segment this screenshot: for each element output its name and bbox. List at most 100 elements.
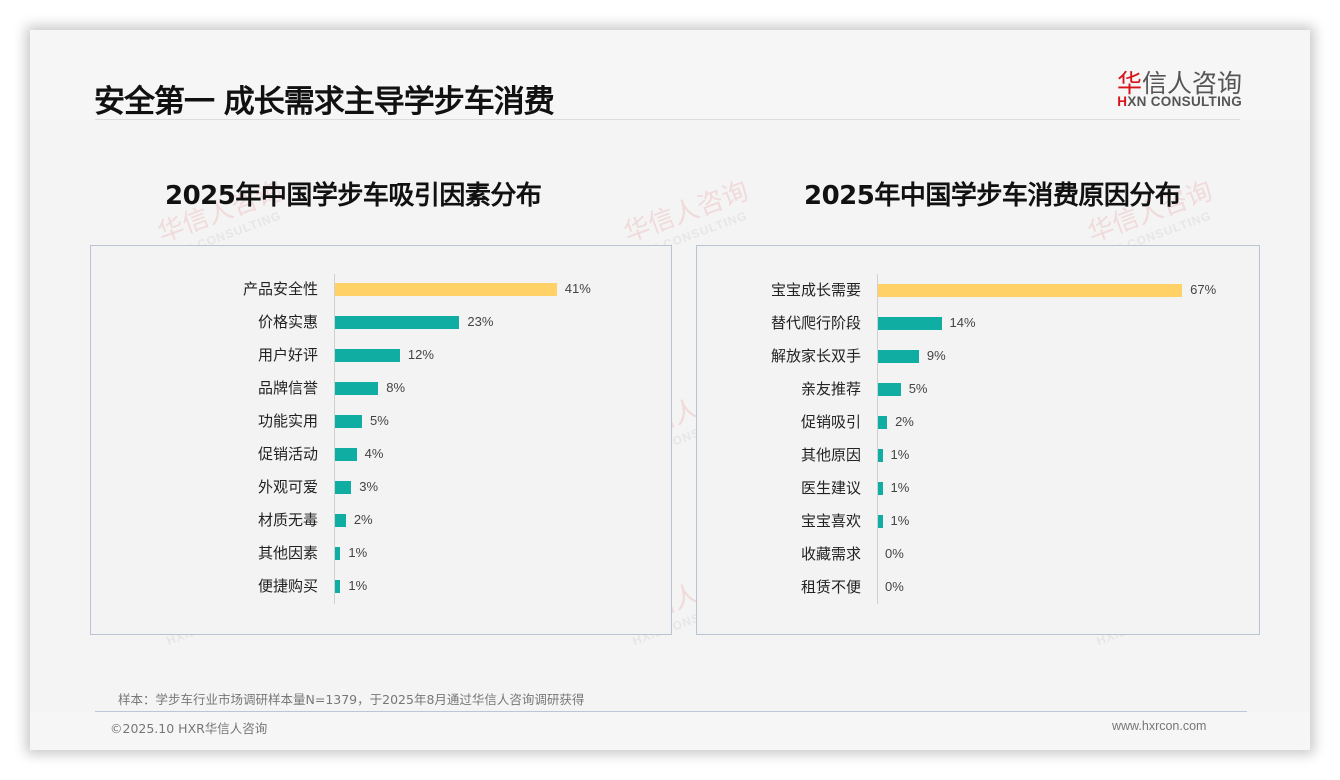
- category-label: 租赁不便: [800, 578, 861, 596]
- bar: [878, 416, 888, 429]
- footer-band: [30, 712, 1310, 750]
- watermark-cn: 华信人咨询: [620, 176, 753, 249]
- chart-attraction-factors: 产品安全性 41% 价格实惠 23% 用户好评 12% 品牌信誉 8% 功能实用 5% 促销活动 4%…: [90, 245, 672, 635]
- value-label: 41%: [564, 281, 591, 296]
- highlight-bar: [335, 283, 557, 296]
- footer-divider: [95, 711, 1247, 712]
- bar-row: 促销活动 4%: [91, 445, 671, 463]
- bar-row: 解放家长双手 9%: [697, 347, 1259, 365]
- bar: [335, 514, 346, 527]
- category-label: 促销吸引: [800, 413, 861, 431]
- category-label: 便捷购买: [257, 577, 318, 595]
- category-label: 亲友推荐: [800, 380, 861, 398]
- bar: [335, 448, 357, 461]
- value-label: 4%: [364, 446, 384, 461]
- bar-row: 租赁不便 0%: [697, 578, 1259, 596]
- bar-row: 品牌信誉 8%: [91, 379, 671, 397]
- page-title: 安全第一 成长需求主导学步车消费: [94, 84, 555, 120]
- bar-row: 产品安全性 41%: [91, 280, 671, 298]
- bar-row: 亲友推荐 5%: [697, 380, 1259, 398]
- category-label: 用户好评: [257, 346, 318, 364]
- value-label: 1%: [890, 447, 910, 462]
- category-label: 宝宝喜欢: [800, 512, 861, 530]
- value-label: 1%: [348, 545, 368, 560]
- bar-row: 其他原因 1%: [697, 446, 1259, 464]
- bar: [335, 580, 341, 593]
- bar-row: 便捷购买 1%: [91, 577, 671, 595]
- category-label: 替代爬行阶段: [770, 314, 861, 332]
- value-label: 5%: [370, 413, 389, 428]
- bar-row: 材质无毒 2%: [91, 511, 671, 529]
- sample-note: 样本：学步车行业市场调研样本量N=1379，于2025年8月通过华信人咨询调研获…: [118, 692, 585, 707]
- category-label: 宝宝成长需要: [770, 281, 861, 299]
- slide: 华信人咨询 HXN CONSULTING 华信人咨询 HXN CONSULTING 华信…: [30, 30, 1310, 750]
- header-band: [30, 30, 1310, 120]
- value-label: 1%: [890, 480, 910, 495]
- logo-chinese: 华信人咨询: [1117, 64, 1242, 100]
- chart-title-reasons: 2025年中国学步车消费原因分布: [804, 181, 1181, 211]
- bar-row: 替代爬行阶段 14%: [697, 314, 1259, 332]
- logo-cn-text: 信人咨询: [1141, 69, 1242, 98]
- bar-row: 外观可爱 3%: [91, 478, 671, 496]
- value-label: 0%: [885, 546, 904, 561]
- category-label: 外观可爱: [257, 478, 318, 496]
- bar: [878, 317, 942, 330]
- value-label: 23%: [467, 314, 494, 329]
- value-label: 9%: [926, 348, 946, 363]
- value-label: 14%: [949, 315, 976, 330]
- bar-row: 用户好评 12%: [91, 346, 671, 364]
- category-label: 收藏需求: [800, 545, 861, 563]
- bar: [335, 481, 352, 494]
- value-label: 8%: [386, 380, 406, 395]
- bar-row: 功能实用 5%: [91, 412, 671, 430]
- bar-row: 宝宝喜欢 1%: [697, 512, 1259, 530]
- logo-red-char: 华: [1116, 69, 1142, 98]
- value-label: 1%: [890, 513, 910, 528]
- bar-row: 其他因素 1%: [91, 544, 671, 562]
- bar-row: 促销吸引 2%: [697, 413, 1259, 431]
- value-label: 3%: [359, 479, 379, 494]
- category-label: 材质无毒: [257, 511, 318, 529]
- value-label: 1%: [348, 578, 368, 593]
- bar: [335, 349, 400, 362]
- category-label: 价格实惠: [257, 313, 318, 331]
- category-label: 功能实用: [257, 412, 318, 430]
- bar: [878, 449, 883, 462]
- category-label: 其他原因: [800, 446, 861, 464]
- bar: [335, 382, 379, 395]
- category-label: 促销活动: [257, 445, 318, 463]
- title-divider: [95, 119, 1240, 120]
- value-label: 2%: [353, 512, 373, 527]
- logo-red-letter: H: [1117, 94, 1128, 109]
- value-label: 2%: [895, 414, 914, 429]
- bar: [878, 515, 883, 528]
- category-label: 品牌信誉: [257, 379, 318, 397]
- value-label: 67%: [1190, 282, 1217, 297]
- logo-english: HXN CONSULTING: [1117, 94, 1242, 109]
- chart-axis: [334, 274, 335, 604]
- bar-row: 医生建议 1%: [697, 479, 1259, 497]
- category-label: 产品安全性: [242, 280, 318, 298]
- website-link[interactable]: www.hxrcon.com: [1112, 719, 1207, 733]
- copyright: ©2025.10 HXR华信人咨询: [110, 721, 268, 736]
- chart-consumption-reasons: 宝宝成长需要 67% 替代爬行阶段 14% 解放家长双手 9% 亲友推荐 5% 促销吸引 2% 其他…: [696, 245, 1260, 635]
- bar-row: 收藏需求 0%: [697, 545, 1259, 563]
- bar: [335, 316, 460, 329]
- bar: [878, 482, 883, 495]
- logo-en-text: XN CONSULTING: [1127, 94, 1242, 109]
- chart-axis: [877, 274, 878, 604]
- bar-row: 价格实惠 23%: [91, 313, 671, 331]
- bar: [335, 547, 341, 560]
- bar-row: 宝宝成长需要 67%: [697, 281, 1259, 299]
- bar: [335, 415, 363, 428]
- highlight-bar: [878, 284, 1183, 297]
- category-label: 医生建议: [800, 479, 861, 497]
- bar: [878, 383, 901, 396]
- category-label: 其他因素: [257, 544, 318, 562]
- value-label: 12%: [407, 347, 434, 362]
- category-label: 解放家长双手: [770, 347, 861, 365]
- bar: [878, 350, 919, 363]
- chart-title-attraction: 2025年中国学步车吸引因素分布: [165, 181, 542, 211]
- company-logo: 华信人咨询 HXN CONSULTING: [1110, 64, 1242, 112]
- value-label: 5%: [908, 381, 928, 396]
